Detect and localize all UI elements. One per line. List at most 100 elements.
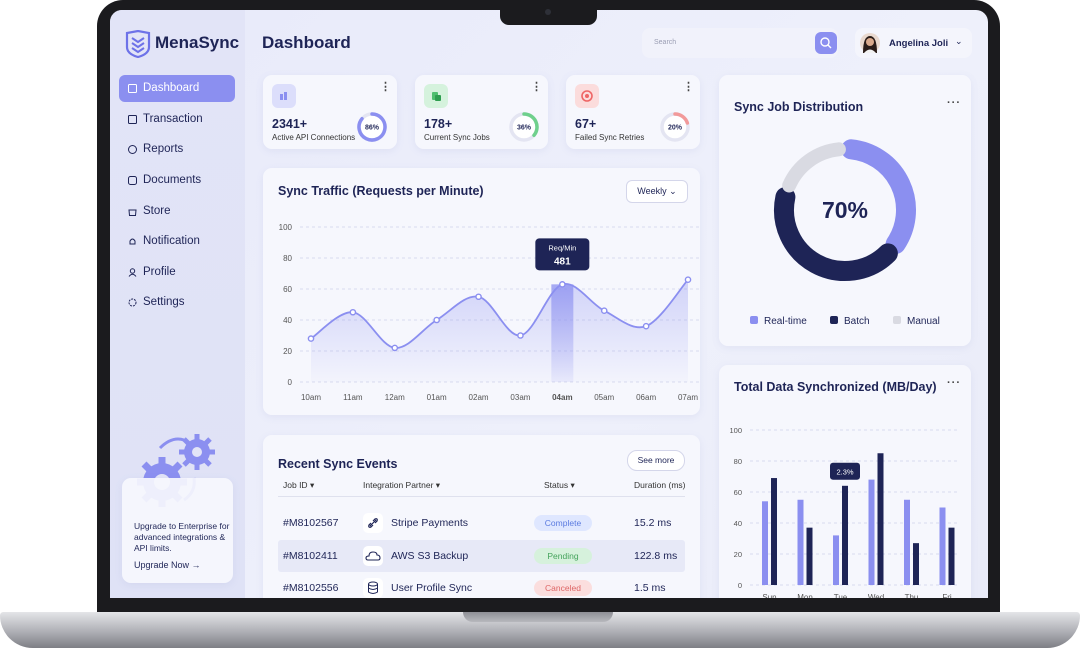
nav-icon [128, 176, 137, 185]
stat-icon [575, 84, 599, 108]
job-id: #M8102556 [283, 582, 339, 594]
nav-label: Reports [143, 143, 184, 155]
ring-label: 86% [365, 125, 380, 132]
column-label: Status [544, 480, 569, 490]
user-menu[interactable]: Angelina Joli ⌄ [855, 28, 972, 58]
partner-name: AWS S3 Backup [391, 550, 469, 562]
row-highlight [278, 540, 685, 572]
status-badge: Pending [534, 548, 592, 564]
stat-label: Current Sync Jobs [424, 133, 490, 142]
nav-item[interactable]: Settings [119, 289, 235, 316]
nav-icon [129, 238, 136, 245]
stat-card: ⋮ 178+ Current Sync Jobs 36% [415, 75, 548, 149]
progress-ring: 20% [660, 112, 690, 142]
stat-icon [424, 84, 448, 108]
stat-value: 178+ [424, 117, 453, 131]
card-menu[interactable]: ··· [947, 377, 961, 389]
nav-label: Transaction [143, 113, 203, 125]
data-sync-card: Total Data Synchronized (MB/Day) ··· [719, 365, 971, 598]
period-label: Weekly [637, 186, 667, 196]
nav-item[interactable]: Documents [119, 167, 235, 194]
job-id: #M8102567 [283, 517, 339, 529]
column-header[interactable]: Job ID ▾ [283, 480, 315, 490]
nav-icon [128, 209, 137, 216]
card-title: Sync Traffic (Requests per Minute) [278, 184, 484, 198]
nav-icon [128, 115, 137, 124]
card-menu[interactable]: ··· [947, 97, 961, 109]
upgrade-link[interactable]: Upgrade Now → [134, 560, 201, 570]
avatar [860, 33, 880, 53]
stat-label: Failed Sync Retries [575, 133, 645, 142]
column-header[interactable]: Status ▾ [544, 480, 575, 490]
upgrade-text: Upgrade to Enterprise for advanced integ… [134, 521, 230, 553]
nav-label: Notification [143, 235, 200, 247]
search-placeholder: Search [654, 39, 677, 46]
duration: 122.8 ms [634, 550, 678, 562]
partner-icon [363, 578, 383, 598]
progress-ring: 36% [509, 112, 539, 142]
ring-label: 36% [517, 125, 532, 132]
upgrade-card: Upgrade to Enterprise for advanced integ… [122, 478, 233, 583]
card-menu[interactable]: ⋮ [531, 81, 543, 93]
period-select[interactable]: Weekly ⌄ [626, 180, 688, 203]
status-badge: Complete [534, 515, 592, 531]
ring-progress [522, 112, 539, 138]
user-name: Angelina Joli [889, 38, 949, 49]
search-box[interactable]: Search [642, 28, 838, 58]
ring-label: 20% [668, 125, 683, 132]
card-menu[interactable]: ⋮ [683, 81, 695, 93]
ring-progress [357, 112, 387, 142]
card-title: Sync Job Distribution [734, 100, 864, 114]
page-title: Dashboard [262, 33, 351, 52]
nav-label: Settings [143, 296, 185, 308]
logo [125, 30, 151, 58]
camera [545, 9, 551, 15]
nav-item[interactable]: Dashboard [119, 75, 235, 102]
laptop-groove [463, 612, 613, 622]
duration: 15.2 ms [634, 517, 672, 529]
column-header[interactable]: Integration Partner ▾ [363, 480, 441, 490]
nav-label: Documents [143, 174, 202, 186]
search-button[interactable] [815, 32, 837, 54]
nav-icon [128, 145, 137, 154]
job-id: #M8102411 [283, 550, 338, 562]
nav-item[interactable]: Store [119, 198, 235, 225]
progress-ring: 86% [357, 112, 387, 142]
status-badge: Canceled [534, 580, 592, 596]
card-menu[interactable]: ⋮ [380, 81, 392, 93]
card-title: Total Data Synchronized (MB/Day) [734, 380, 937, 394]
nav-item[interactable]: Reports [119, 136, 235, 163]
user-caret: ⌄ [955, 36, 963, 46]
stat-card: ⋮ 2341+ Active API Connections 86% [263, 75, 397, 149]
stat-icon [272, 84, 296, 108]
partner-icon [363, 513, 383, 533]
distribution-card: Sync Job Distribution ··· [719, 75, 971, 346]
nav-item[interactable]: Profile [119, 259, 235, 286]
nav-icon [128, 84, 137, 93]
nav-item[interactable]: Notification [119, 228, 235, 255]
nav-label: Profile [143, 266, 176, 278]
screen: MenaSync Dashboard Transaction Reports D… [110, 10, 988, 598]
partner-name: User Profile Sync [391, 582, 473, 594]
brand: MenaSync [155, 33, 240, 52]
nav-icon [128, 268, 137, 277]
duration: 1.5 ms [634, 582, 666, 594]
nav-icon [128, 298, 137, 307]
stat-value: 67+ [575, 117, 597, 131]
stat-value: 2341+ [272, 117, 308, 131]
card-title: Recent Sync Events [278, 457, 398, 471]
nav-item[interactable]: Transaction [119, 106, 235, 133]
row-divider [278, 496, 685, 497]
partner-icon [363, 546, 383, 566]
traffic-card: Sync Traffic (Requests per Minute) Weekl… [263, 168, 700, 415]
column-label: Job ID [283, 480, 308, 490]
nav-label: Store [143, 205, 171, 217]
events-card: Recent Sync Events See more Job ID ▾ Int… [263, 435, 700, 598]
column-label: Integration Partner [363, 480, 434, 490]
see-more-button[interactable]: See more [627, 450, 685, 471]
ring-progress [673, 112, 690, 125]
nav-label: Dashboard [143, 82, 200, 94]
stat-card: ⋮ 67+ Failed Sync Retries 20% [566, 75, 700, 149]
